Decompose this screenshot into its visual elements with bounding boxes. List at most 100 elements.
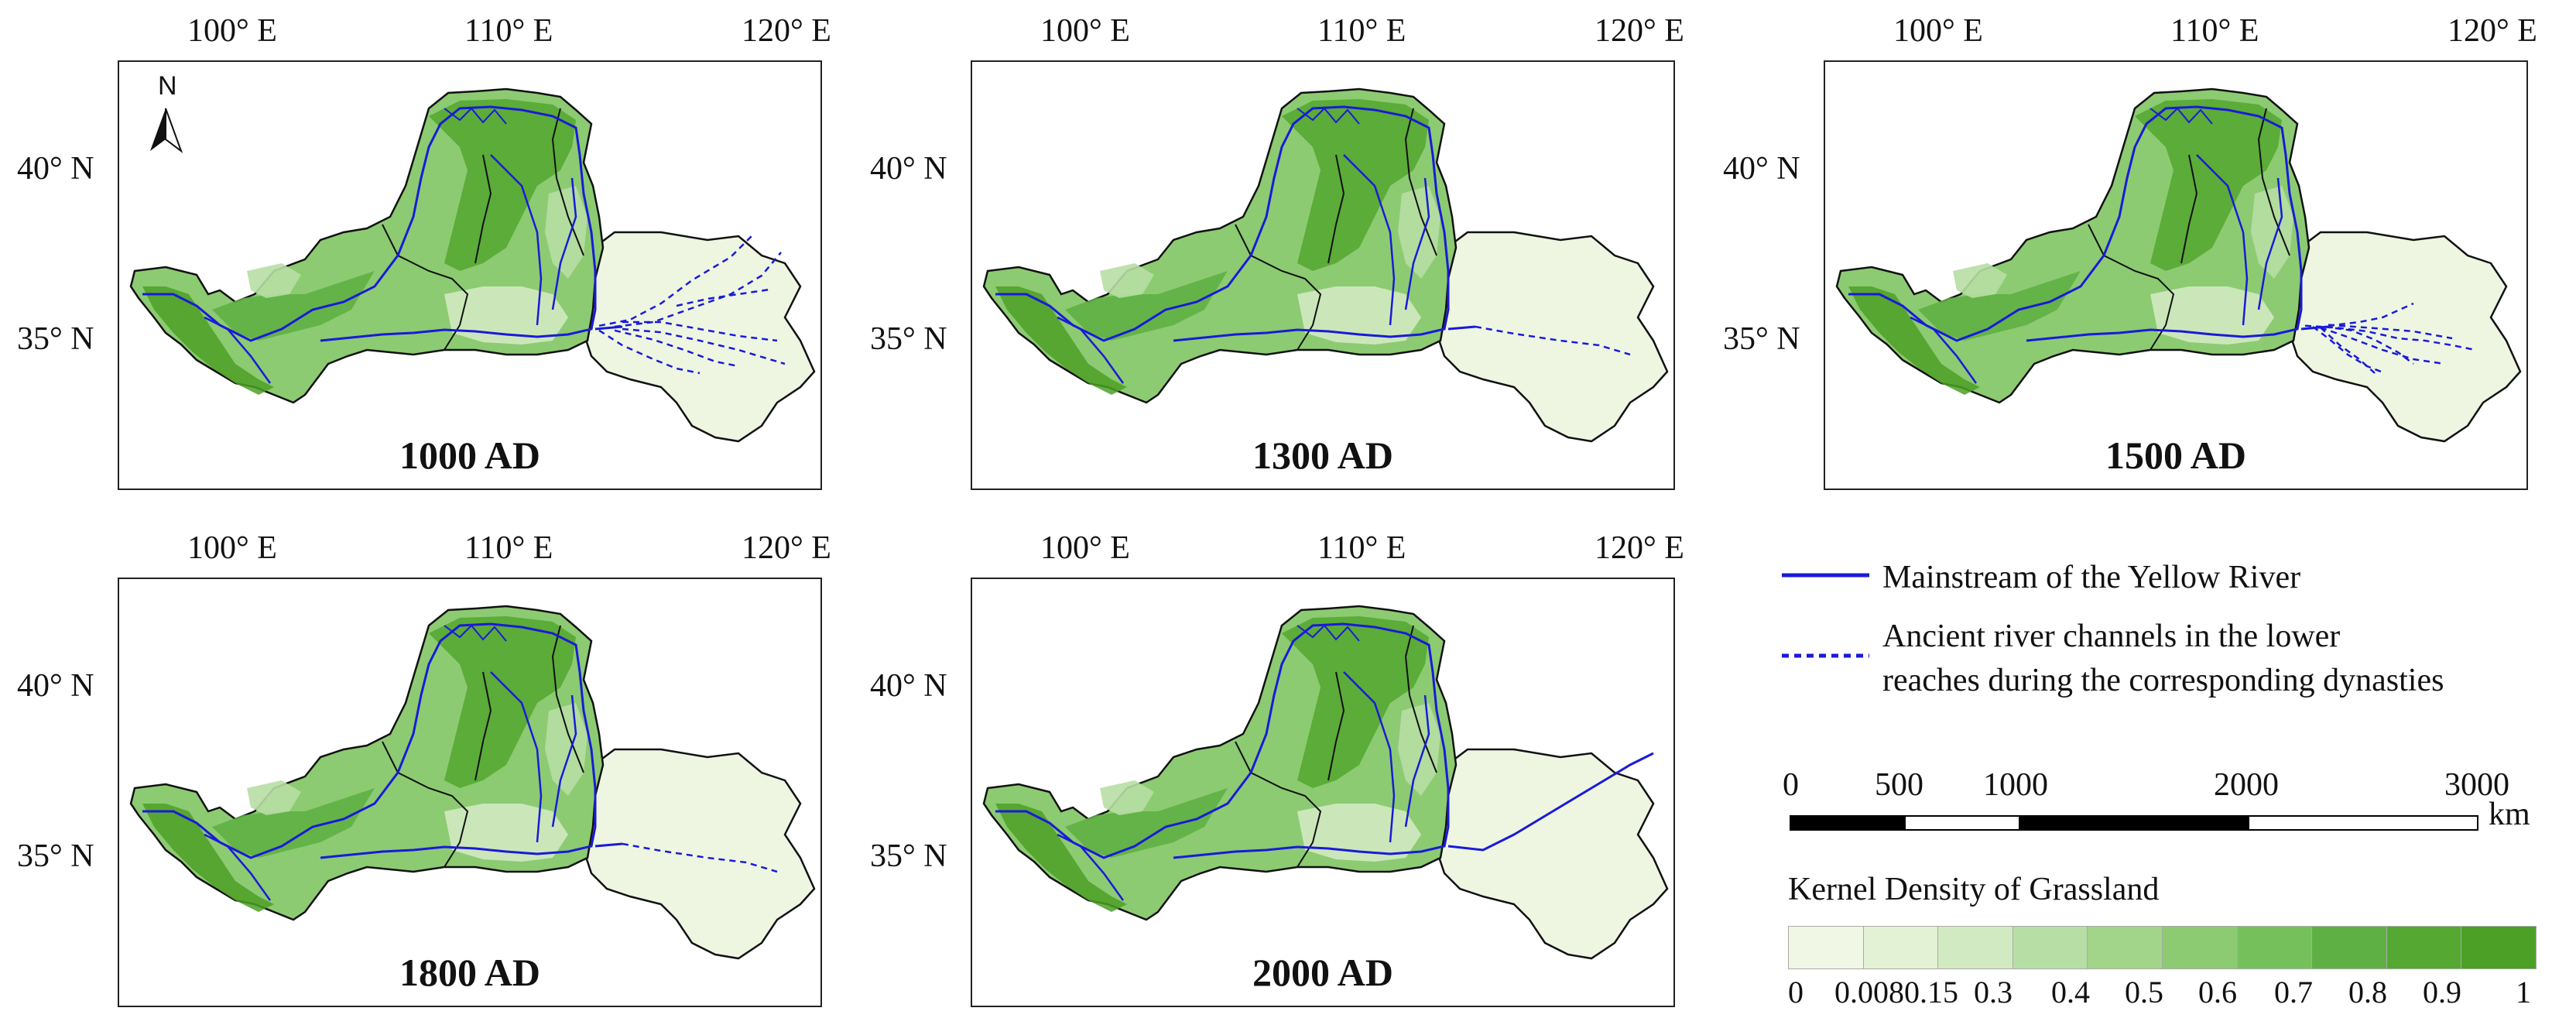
- latitude-label: 35° N: [1723, 321, 1800, 357]
- colorbar-label: 0.15: [1904, 975, 1958, 1010]
- latitude-label: 35° N: [870, 321, 947, 357]
- scale-seg-2: [1904, 815, 2020, 831]
- latitude-label: 35° N: [870, 838, 947, 874]
- lower-basin: [1435, 231, 1669, 443]
- dense-patch: [1282, 99, 1429, 271]
- latitude-label: 35° N: [17, 321, 94, 357]
- light-patch: [1297, 804, 1421, 862]
- light-patch-2: [545, 703, 587, 796]
- mainstream-river: [995, 105, 1450, 342]
- light-patch-3: [247, 263, 301, 298]
- latitude-label: 35° N: [17, 838, 94, 874]
- lower-mainstream: [1447, 752, 1654, 852]
- longitude-label: 110° E: [464, 530, 553, 566]
- ancient-channel: [622, 327, 786, 365]
- longitude-label: 100° E: [1040, 13, 1130, 49]
- colorbar-cell: [2461, 926, 2537, 969]
- legend-ancient-label-1: Ancient river channels in the lower: [1882, 619, 2341, 654]
- latitude-label: 40° N: [870, 151, 947, 187]
- legend-mainstream-label: Mainstream of the Yellow River: [1882, 560, 2301, 595]
- dense-patch-2: [1918, 271, 2081, 341]
- map-panel-p1000: N 1000 AD: [118, 60, 822, 490]
- ancient-channel: [614, 252, 782, 328]
- ancient-channel: [614, 329, 739, 368]
- sub-boundary-3: [551, 625, 584, 773]
- legend-mainstream-swatch: [1782, 573, 1869, 578]
- latitude-label: 40° N: [870, 668, 947, 704]
- light-patch-2: [1398, 186, 1440, 279]
- latitude-label: 40° N: [17, 151, 94, 187]
- panel-title: 1500 AD: [2105, 434, 2246, 477]
- sub-boundary-3: [1404, 108, 1437, 256]
- lower-basin: [2288, 231, 2522, 443]
- ancient-channel: [2328, 302, 2414, 327]
- colorbar-cell: [1862, 926, 1939, 969]
- mainstream-river: [142, 622, 597, 859]
- scale-unit: km: [2489, 797, 2530, 832]
- tributary-3: [551, 177, 577, 310]
- longitude-label: 120° E: [1595, 530, 1684, 566]
- sub-boundary-2: [1327, 671, 1345, 781]
- scale-seg-4: [2248, 815, 2478, 831]
- colorbar-label: 0.5: [2125, 975, 2163, 1010]
- mainstream-river: [995, 622, 1450, 859]
- map-panel-p2000: 2000 AD: [971, 578, 1675, 1007]
- colorbar-title: Kernel Density of Grassland: [1788, 872, 2160, 907]
- panel-title: 1300 AD: [1252, 434, 1393, 477]
- longitude-label: 110° E: [1317, 530, 1406, 566]
- tributary-3: [1404, 177, 1430, 310]
- tributary-3: [2257, 177, 2283, 310]
- lower-mainstream-stub: [594, 842, 623, 848]
- ancient-channel: [2312, 326, 2383, 373]
- sub-boundary-2: [474, 671, 492, 781]
- light-patch-2: [1398, 703, 1440, 796]
- map-panel-p1800: 1800 AD: [118, 578, 822, 1007]
- dense-patch-2: [212, 788, 375, 858]
- light-patch: [2150, 286, 2274, 345]
- tributary-2: [490, 154, 543, 326]
- colorbar-label: 0.4: [2051, 975, 2090, 1010]
- tributary-4: [444, 624, 507, 642]
- ancient-channel: [622, 842, 778, 873]
- ancient-channel: [622, 321, 778, 342]
- light-patch: [444, 286, 568, 345]
- sub-boundary-2: [2180, 154, 2198, 264]
- scale-label-0: 0: [1783, 767, 1799, 803]
- dense-patch-2: [1065, 271, 1228, 341]
- tributary-2: [1343, 154, 1396, 326]
- dense-patch-2: [1065, 788, 1228, 858]
- longitude-label: 110° E: [1317, 13, 1406, 49]
- light-patch-2: [545, 186, 587, 279]
- colorbar-label: 0.8: [2348, 975, 2387, 1010]
- sub-boundary-2: [474, 154, 492, 264]
- scale-seg-1: [1790, 815, 1906, 831]
- sub-boundary-3: [2257, 108, 2290, 256]
- longitude-label: 120° E: [1595, 13, 1684, 49]
- tributary-2: [1343, 671, 1396, 843]
- light-patch-2: [2251, 186, 2293, 279]
- dense-patch-3: [142, 286, 274, 395]
- light-patch: [444, 804, 568, 862]
- dense-patch-3: [995, 804, 1127, 912]
- tributary-3: [551, 694, 577, 828]
- light-patch-3: [1100, 780, 1154, 815]
- tributary-4: [1297, 107, 1360, 125]
- dense-patch-2: [212, 271, 375, 341]
- colorbar-label: 1: [2516, 975, 2531, 1010]
- longitude-label: 100° E: [1893, 13, 1983, 49]
- ancient-channel: [676, 288, 770, 307]
- north-arrow-icon: [150, 108, 183, 153]
- colorbar-label: 0.7: [2274, 975, 2313, 1010]
- ancient-channel: [598, 233, 755, 327]
- dense-patch-3: [1848, 286, 1980, 395]
- longitude-label: 120° E: [2448, 13, 2537, 49]
- light-patch-3: [247, 780, 301, 815]
- sub-boundary-2: [1327, 154, 1345, 264]
- legend-ancient-label-2: reaches during the corresponding dynasti…: [1882, 663, 2444, 698]
- north-arrow-label: N: [158, 71, 177, 101]
- tributary-4: [1297, 624, 1360, 642]
- longitude-label: 110° E: [2170, 13, 2259, 49]
- scale-label-2000: 2000: [2214, 767, 2279, 803]
- longitude-label: 110° E: [464, 13, 553, 49]
- colorbar-cell: [2386, 926, 2462, 969]
